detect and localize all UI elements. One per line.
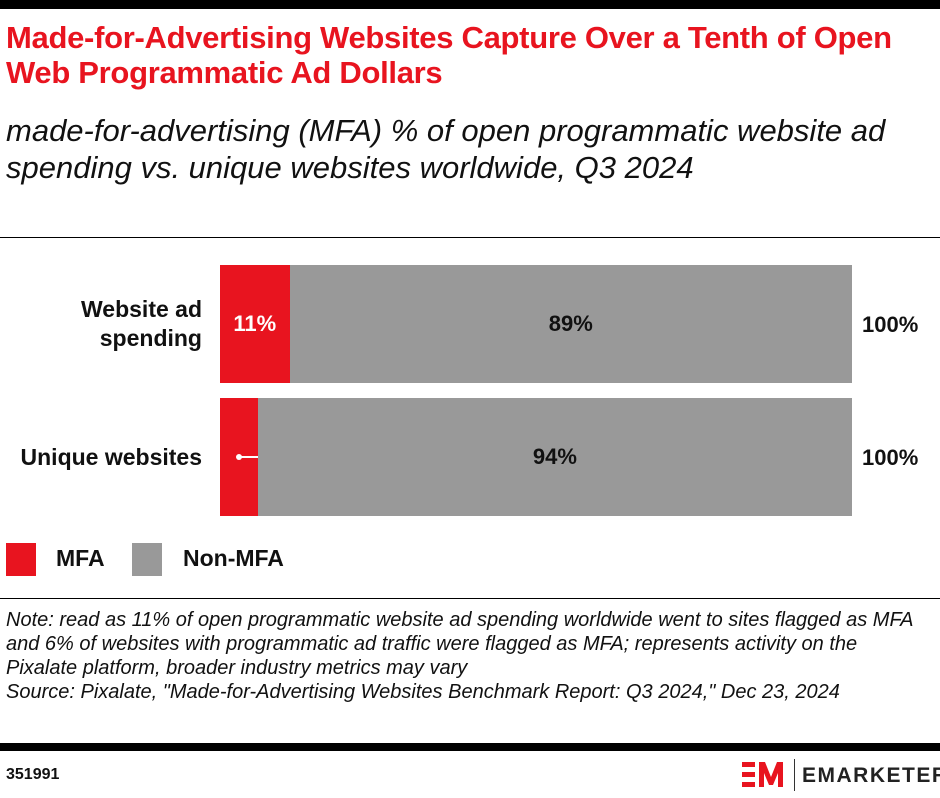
bar-segment-mfa xyxy=(220,265,290,383)
chart-title: Made-for-Advertising Websites Capture Ov… xyxy=(6,20,892,90)
header-divider xyxy=(0,237,940,238)
bar-segment-non-mfa xyxy=(257,398,852,516)
source-text: Source: Pixalate, "Made-for-Advertising … xyxy=(6,681,840,703)
note-divider xyxy=(0,598,940,599)
total-label: 100% xyxy=(862,445,919,470)
data-label: 89% xyxy=(548,311,593,336)
legend-swatch-mfa xyxy=(6,543,36,576)
em-logo-icon xyxy=(742,762,783,787)
chart-subtitle: made-for-advertising (MFA) % of open pro… xyxy=(6,113,886,185)
category-label: Website ad spending xyxy=(81,296,202,351)
total-label: 100% xyxy=(862,312,919,337)
brand-name: EMARKETER xyxy=(802,764,940,787)
note-text: Note: read as 11% of open programmatic w… xyxy=(6,609,913,679)
data-label: 94% xyxy=(532,444,577,469)
notes: Note: read as 11% of open programmatic w… xyxy=(6,608,931,704)
top-bar xyxy=(0,0,940,9)
callout-dot xyxy=(235,454,242,460)
chart-id: 351991 xyxy=(6,766,60,783)
bar-segment-non-mfa xyxy=(289,265,852,383)
legend-label-mfa: MFA xyxy=(56,545,105,571)
legend-swatch-non-mfa xyxy=(132,543,162,576)
footer-bar xyxy=(0,743,940,751)
callout-line xyxy=(238,456,264,458)
legend-label-non-mfa: Non-MFA xyxy=(183,545,284,571)
data-label: 11% xyxy=(233,311,277,336)
category-label: Unique websites xyxy=(20,444,202,470)
